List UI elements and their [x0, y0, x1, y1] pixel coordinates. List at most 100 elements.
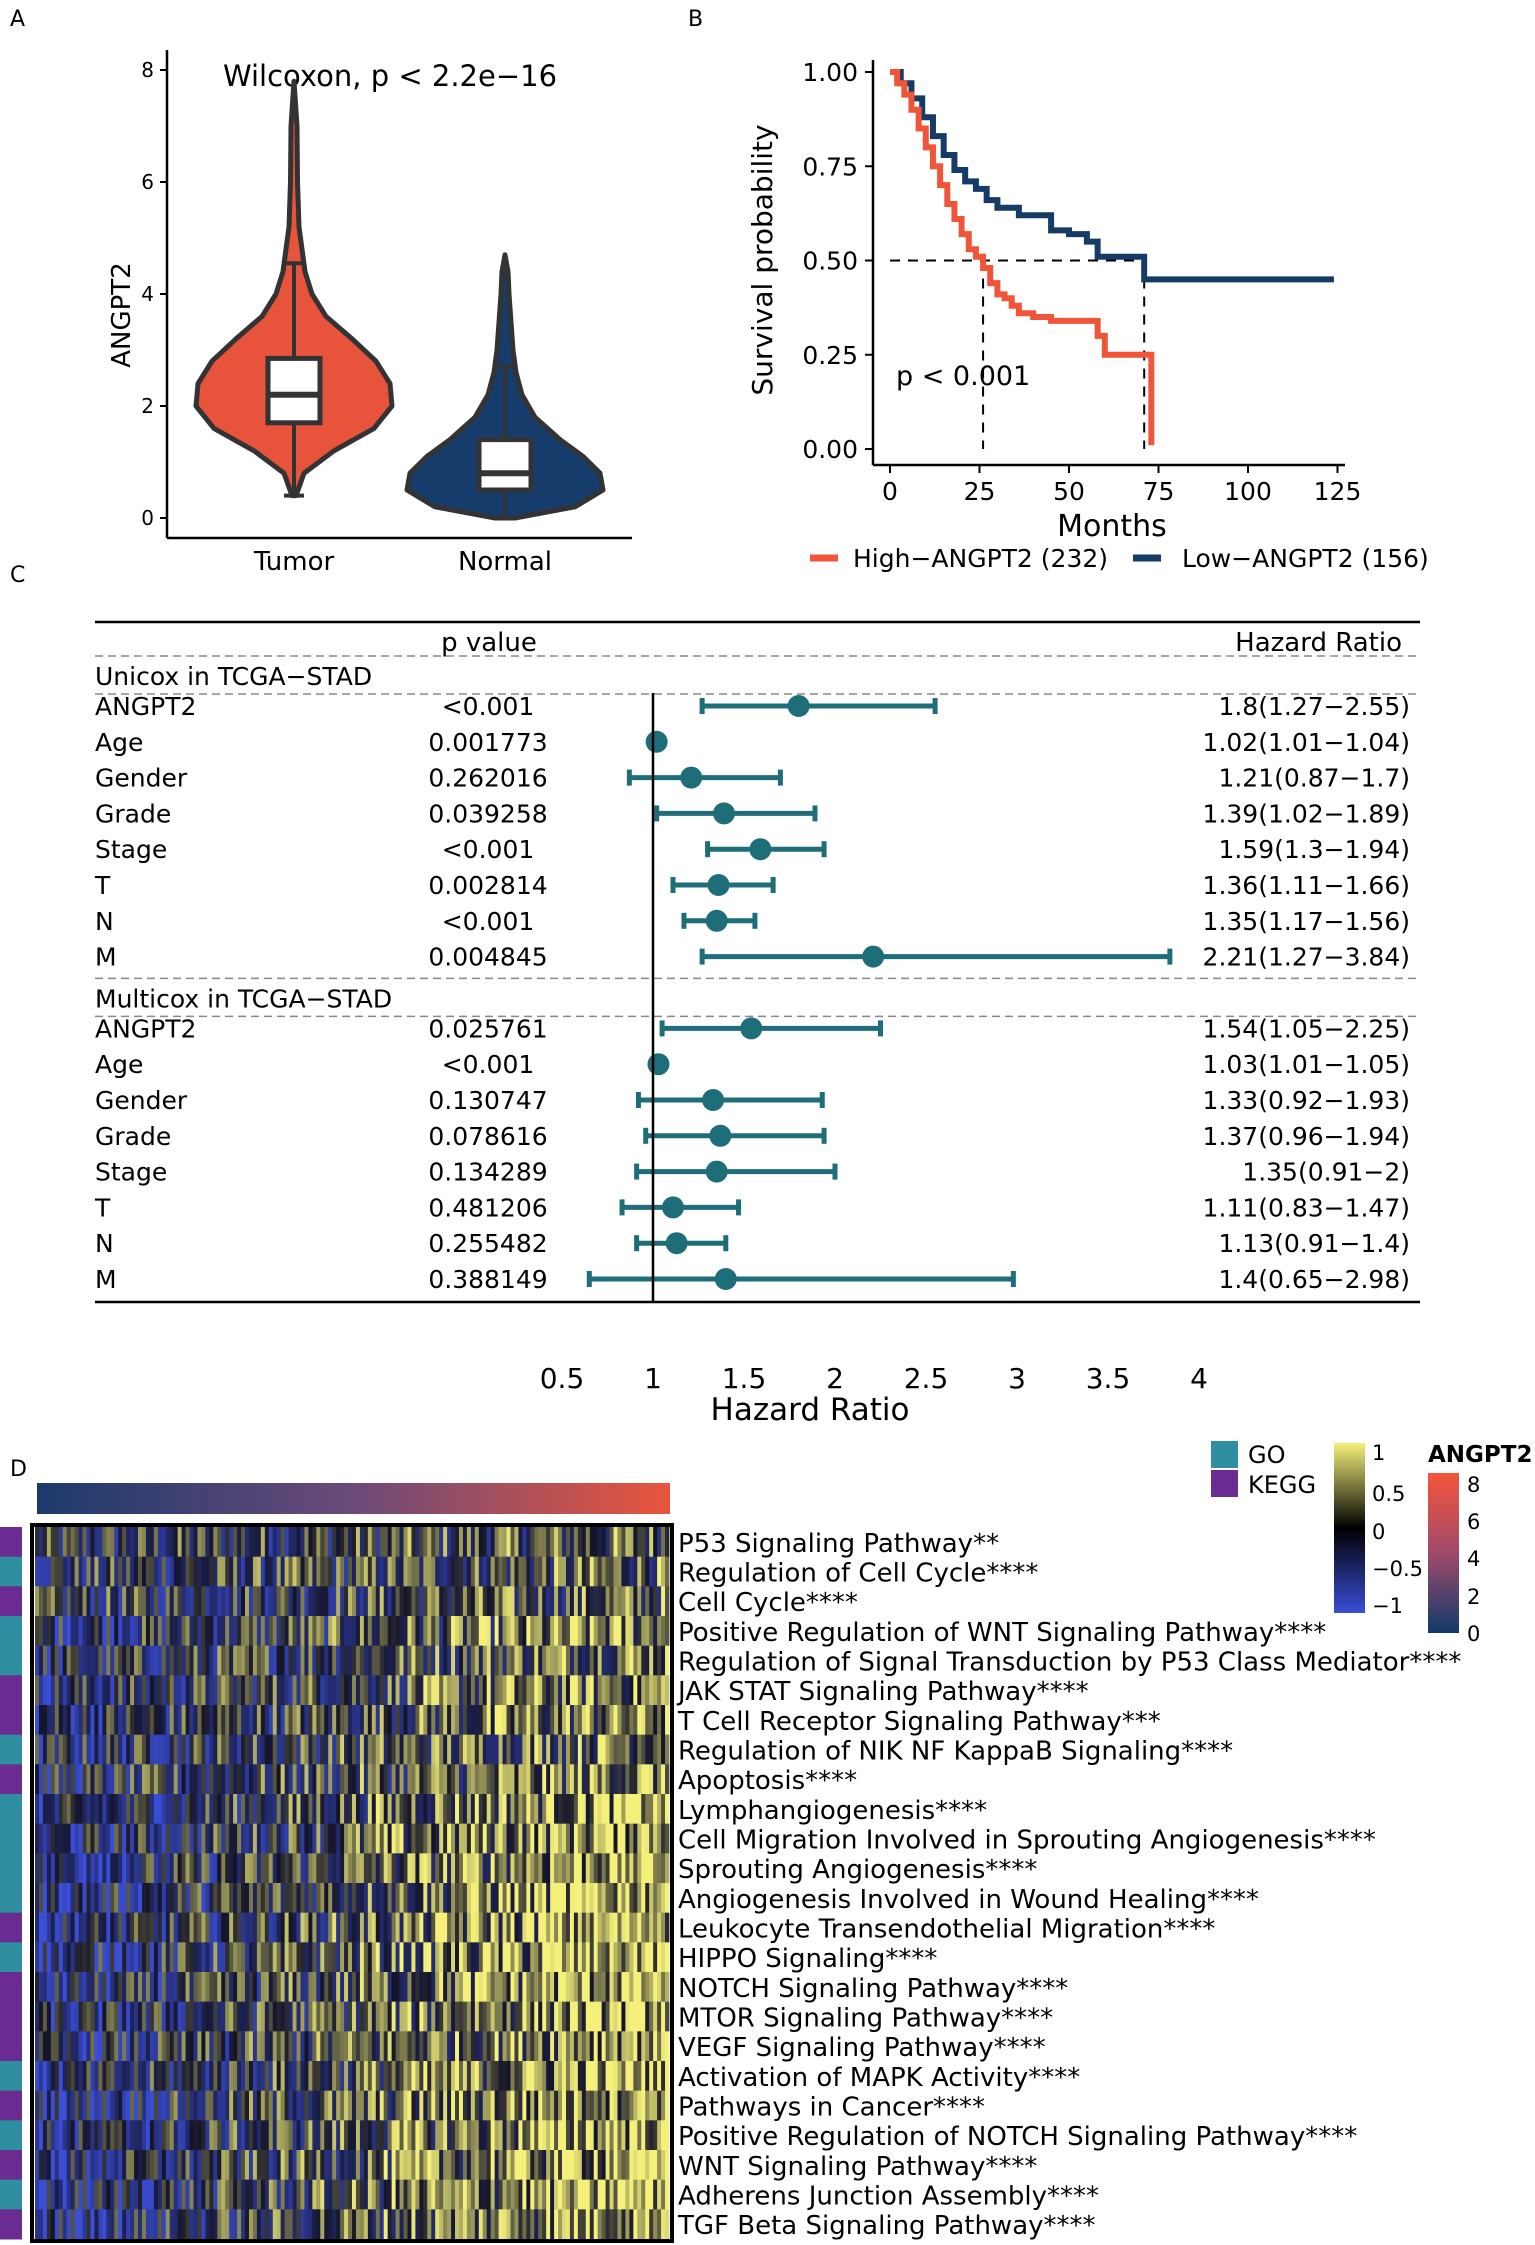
- heatmap-cell: [573, 1705, 579, 1736]
- heatmap-cell: [213, 2179, 218, 2210]
- heatmap-cell: [328, 1794, 333, 1825]
- heatmap-cell: [427, 2001, 432, 2032]
- heatmap-cell: [58, 1764, 64, 1795]
- heatmap-cell: [348, 1556, 353, 1587]
- heatmap-cell: [621, 1823, 626, 1854]
- heatmap-cell: [185, 1734, 190, 1765]
- heatmap-cell: [94, 1586, 99, 1617]
- heatmap-cell: [173, 1705, 179, 1736]
- heatmap-cell: [161, 1912, 167, 1943]
- heatmap-cell: [554, 2120, 559, 2151]
- heatmap-cell: [213, 1705, 218, 1736]
- heatmap-cell: [74, 1675, 79, 1706]
- heatmap-cell: [589, 2179, 595, 2210]
- heatmap-cell: [466, 2209, 472, 2240]
- heatmap-cell: [268, 1616, 274, 1647]
- heatmap-cell: [225, 2090, 230, 2121]
- heatmap-cell: [78, 1734, 83, 1765]
- heatmap-cell: [260, 1764, 266, 1795]
- heatmap-cell: [280, 2150, 286, 2181]
- heatmap-cell: [149, 1942, 155, 1973]
- heatmap-cell: [391, 2001, 396, 2032]
- heatmap-cell: [284, 1853, 289, 1884]
- heatmap-cell: [324, 1912, 329, 1943]
- heatmap-cell: [229, 1912, 234, 1943]
- heatmap-cell: [490, 2001, 496, 2032]
- heatmap-cell: [233, 1853, 238, 1884]
- heatmap-cell: [304, 1853, 309, 1884]
- heatmap-cell: [229, 2150, 234, 2181]
- heatmap-cell: [340, 1764, 345, 1795]
- heatmap-cell: [435, 1527, 440, 1558]
- heatmap-cell: [423, 2179, 428, 2210]
- heatmap-cell: [470, 1705, 476, 1736]
- heatmap-cell: [554, 2179, 559, 2210]
- heatmap-cell: [284, 1645, 289, 1676]
- heatmap-cell: [201, 1675, 206, 1706]
- heatmap-cell: [308, 1527, 313, 1558]
- heatmap-cell: [355, 1556, 361, 1587]
- heatmap-cell: [542, 2090, 547, 2121]
- heatmap-cell: [391, 2209, 396, 2240]
- heatmap-cell: [94, 2031, 99, 2062]
- heatmap-cell: [102, 1912, 107, 1943]
- row-hr-text: 1.11(0.83−1.47): [1203, 1193, 1410, 1222]
- heatmap-cell: [431, 2209, 436, 2240]
- heatmap-cell: [506, 1823, 511, 1854]
- heatmap-cell: [153, 2001, 159, 2032]
- heatmap-cell: [340, 2031, 345, 2062]
- heatmap-cell: [260, 1675, 266, 1706]
- heatmap-cell: [126, 1527, 131, 1558]
- heatmap-cell: [288, 1883, 293, 1914]
- heatmap-cell: [165, 2120, 171, 2151]
- heatmap-cell: [542, 1794, 547, 1825]
- heatmap-cell: [601, 1675, 606, 1706]
- heatmap-cell: [217, 1972, 222, 2003]
- heatmap-cell: [82, 1734, 87, 1765]
- heatmap-cell: [589, 1645, 595, 1676]
- heatmap-cell: [134, 2090, 139, 2121]
- heatmap-cell: [189, 1734, 194, 1765]
- heatmap-cell: [629, 1883, 634, 1914]
- heatmap-cell: [122, 1705, 127, 1736]
- heatmap-cell: [316, 2209, 321, 2240]
- heatmap-cell: [50, 1675, 56, 1706]
- heatmap-cell: [455, 2001, 460, 2032]
- heatmap-cell: [213, 1675, 218, 1706]
- heatmap-cell: [411, 1764, 416, 1795]
- heatmap-cell: [466, 1586, 472, 1617]
- heatmap-cell: [209, 2150, 214, 2181]
- heatmap-cell: [288, 1527, 293, 1558]
- heatmap-cell: [470, 1586, 476, 1617]
- heatmap-cell: [98, 1734, 103, 1765]
- heatmap-cell: [78, 1972, 83, 2003]
- heatmap-cell: [46, 1586, 52, 1617]
- heatmap-cell: [248, 2001, 254, 2032]
- heatmap-cell: [439, 2090, 444, 2121]
- heatmap-cell: [50, 2179, 56, 2210]
- heatmap-cell: [621, 1883, 626, 1914]
- heatmap-cell: [458, 2120, 464, 2151]
- heatmap-cell: [157, 1705, 163, 1736]
- heatmap-cell: [573, 1645, 579, 1676]
- heatmap-cell: [288, 2209, 293, 2240]
- heatmap-cell: [38, 1734, 44, 1765]
- heatmap-cell: [134, 1586, 139, 1617]
- heatmap-cell: [42, 1645, 48, 1676]
- heatmap-cell: [66, 1586, 72, 1617]
- heatmap-cell: [581, 1764, 587, 1795]
- heatmap-cell: [272, 2090, 278, 2121]
- heatmap-cell: [248, 1823, 254, 1854]
- heatmap-cell: [312, 2001, 317, 2032]
- heatmap-cell: [395, 1586, 400, 1617]
- heatmap-cell: [431, 2150, 436, 2181]
- heatmap-cell: [593, 2150, 599, 2181]
- heatmap-cell: [486, 1823, 492, 1854]
- heatmap-border: [30, 1523, 674, 2243]
- heatmap-cell: [415, 1823, 420, 1854]
- heatmap-cell: [98, 2179, 103, 2210]
- heatmap-cell: [455, 1794, 460, 1825]
- row-label: Grade: [95, 799, 171, 828]
- heatmap-cell: [74, 1942, 79, 1973]
- heatmap-cell: [241, 2209, 246, 2240]
